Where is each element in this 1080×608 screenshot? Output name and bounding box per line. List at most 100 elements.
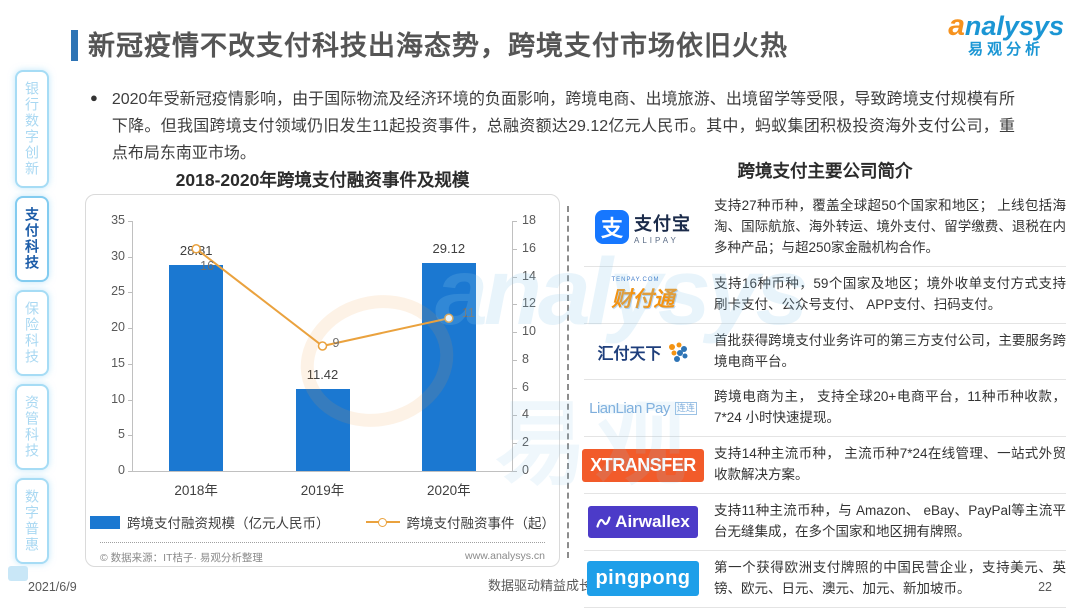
page-title: 新冠疫情不改支付科技出海态势，跨境支付市场依旧火热 [88, 31, 788, 61]
axis-tick-label: 12 [522, 296, 536, 311]
axis-tick-mark [128, 399, 132, 401]
company-desc: 支持16种币种，59个国家及地区；境外收单支付方式支持刷卡支付、公众号支付、 A… [714, 275, 1066, 312]
x-axis-label: 2018年 [174, 483, 218, 498]
sidebar-item-4[interactable]: 资管科技 [15, 384, 49, 470]
line-swatch-icon [365, 518, 400, 527]
airwallex-wave-icon [596, 516, 611, 528]
huifu-logo: 汇付天下 [584, 340, 702, 364]
tenpay-text: TENPAY.COM 财付通 [612, 277, 675, 313]
chart-title: 2018-2020年跨境支付融资事件及规模 [175, 170, 470, 190]
legend-bar-label: 跨境支付融资规模（亿元人民币） [127, 516, 330, 531]
axis-tick-label: 20 [111, 320, 125, 335]
line-value-label: 16 [200, 258, 215, 273]
tenpay-caption: TENPAY.COM [611, 276, 660, 283]
axis-tick-mark [128, 435, 132, 437]
huifu-label: 汇付天下 [597, 345, 662, 363]
bar-2020年 [421, 263, 476, 471]
axis-tick-label: 35 [111, 213, 125, 227]
company-row: LianLian Pay 连连 跨境电商为主， 支持全球20+电商平台，11种币种收… [584, 380, 1066, 438]
line-value-label: 11 [461, 306, 475, 321]
axis-tick-label: 30 [111, 248, 125, 263]
axis-tick-label: 2 [522, 435, 529, 450]
company-desc: 支持27种币种，覆盖全球超50个国家和地区； 上线包括海淘、国际航旅、海外转运、… [714, 198, 1066, 255]
axis-tick-label: 10 [111, 391, 125, 406]
sidebar-item-3[interactable]: 保险科技 [15, 290, 49, 376]
bar-2018年 [169, 265, 224, 471]
axis-tick-label: 5 [118, 427, 125, 442]
analysys-logo: analysys 易观分析 [948, 10, 1064, 57]
line-series [191, 244, 454, 351]
company-row: 汇付天下 首批获得跨境支付业务许可的第三方支付公司，主要服务跨境电商平台。 [584, 324, 1066, 381]
company-row: 支支付宝 ALIPAY 支持27种币种，覆盖全球超50个国家和地区； 上线包括海淘、… [584, 189, 1066, 267]
bar-2019年 [295, 389, 350, 471]
bar-value-label: 11.42 [306, 367, 339, 383]
bar-swatch-icon [90, 515, 120, 529]
axis-tick-label: 18 [522, 213, 536, 227]
analysys-logo-a-icon: a [948, 9, 965, 42]
axis-tick-mark [513, 359, 517, 361]
chart-legend: 跨境支付融资规模（亿元人民币） 跨境支付融资事件（起） [86, 512, 559, 532]
footer-slogan: 数据驱动精益成长 [487, 578, 592, 593]
axis-tick-mark [513, 332, 517, 334]
xtransfer-label: XTRANSFER [582, 448, 704, 482]
right-y-axis: 0 2 4 6 8 10 12 14 16 18 [513, 213, 547, 477]
axis-tick-mark [128, 328, 132, 330]
analysys-logo-rest: nalysys [964, 11, 1064, 41]
page-number: 22 [1038, 580, 1052, 594]
bar-value-label: 29.12 [432, 241, 466, 256]
analysys-logo-en: analysys [948, 10, 1064, 42]
company-panel: 跨境支付主要公司简介 支支付宝 ALIPAY 支持27种币种，覆盖全球超50个国家和… [582, 158, 1066, 608]
tenpay-logo: TENPAY.COM 财付通 [584, 277, 702, 313]
company-desc: 跨境电商为主， 支持全球20+电商平台，11种币种收款，7*24 小时快速提现。 [714, 389, 1066, 426]
analysys-logo-cn: 易观分析 [968, 40, 1045, 58]
company-row: XTRANSFER 支持14种主流币种， 主流币种7*24在线管理、一站式外贸收款… [582, 437, 1066, 495]
axis-tick-mark [513, 387, 517, 389]
axis-tick-label: 4 [522, 407, 529, 422]
pingpong-label: pingpong [587, 561, 699, 597]
axis-tick-mark [128, 363, 132, 365]
company-list: 支支付宝 ALIPAY 支持27种币种，覆盖全球超50个国家和地区； 上线包括海淘、… [582, 189, 1066, 608]
axis-tick-mark [513, 276, 517, 278]
sidebar-item-5[interactable]: 数字普惠 [15, 478, 49, 564]
company-desc: 支持14种主流币种， 主流币种7*24在线管理、一站式外贸收款解决方案。 [714, 446, 1066, 483]
legend-item-line: 跨境支付融资事件（起） [365, 512, 555, 532]
pingpong-logo: pingpong [584, 561, 702, 597]
airwallex-logo: Airwallex [584, 506, 702, 539]
summary-text: 2020年受新冠疫情影响，由于国际物流及经济环境的负面影响，跨境电商、出境旅游、… [111, 91, 1015, 163]
company-row: pingpong 第一个获得欧洲支付牌照的中国民营企业，支持美元、英镑、欧元、日元… [584, 551, 1066, 608]
company-row: Airwallex 支持11种主流币种，与 Amazon、 eBay、PayPal… [584, 494, 1066, 551]
axis-tick-label: 25 [111, 284, 125, 299]
alipay-icon: 支 [595, 210, 629, 245]
axis-tick-label: 0 [118, 463, 125, 477]
sidebar-item-2[interactable]: 支付科技 [15, 196, 49, 282]
company-row: TENPAY.COM 财付通 支持16种币种，59个国家及地区；境外收单支付方式支持… [584, 267, 1066, 324]
left-y-axis: 0 5 10 15 20 25 30 35 [98, 213, 132, 477]
company-panel-title: 跨境支付主要公司简介 [737, 161, 913, 181]
sidebar-item-1[interactable]: 银行数字创新 [15, 70, 49, 188]
axis-tick-label: 15 [111, 355, 125, 370]
alipay-logo: 支支付宝 ALIPAY [584, 210, 702, 245]
chart-source: © 数据来源：IT桔子· 易观分析整理 [100, 552, 263, 564]
x-axis-label: 2020年 [427, 483, 471, 498]
company-desc: 支持11种主流币种，与 Amazon、 eBay、PayPal等主流平台无缝集成… [714, 503, 1066, 540]
axis-tick-mark [128, 471, 132, 472]
alipay-en-label: ALIPAY [634, 235, 679, 245]
axis-tick-mark [128, 256, 132, 258]
axis-tick-label: 16 [522, 240, 536, 255]
vertical-dashed-divider [567, 206, 569, 558]
footer-date: 2021/6/9 [28, 580, 77, 594]
alipay-text: 支付宝 ALIPAY [634, 210, 691, 245]
bullet-icon: ● [90, 90, 98, 105]
axis-tick-label: 6 [522, 379, 529, 394]
title-accent-bar [71, 30, 78, 61]
airwallex-label: Airwallex [588, 506, 698, 539]
lianlian-logo: LianLian Pay 连连 [584, 400, 702, 417]
axis-tick-mark [513, 248, 517, 250]
axis-tick-mark [128, 221, 132, 222]
axis-tick-mark [513, 415, 517, 417]
axis-tick-mark [128, 292, 132, 294]
corner-decoration [8, 566, 28, 581]
summary-bullet: ● 2020年受新冠疫情影响，由于国际物流及经济环境的负面影响，跨境电商、出境旅… [90, 86, 1015, 168]
legend-item-bar: 跨境支付融资规模（亿元人民币） [90, 512, 330, 532]
